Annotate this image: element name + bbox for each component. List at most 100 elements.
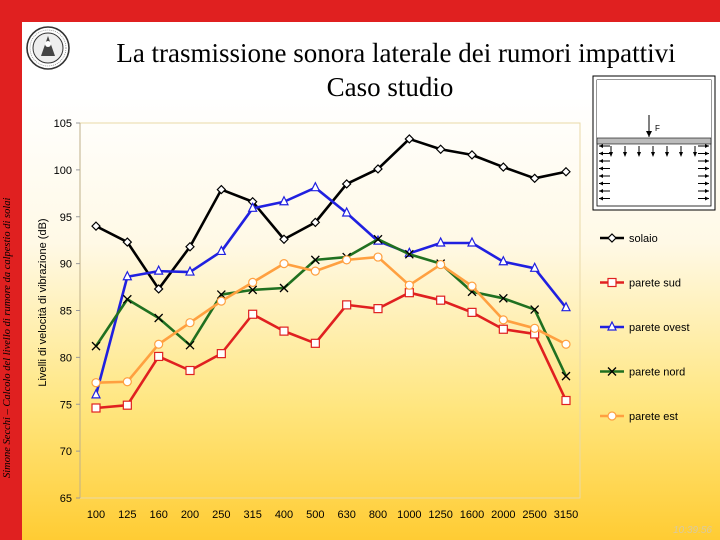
inset-arrow-head <box>651 152 655 157</box>
plot-area <box>79 122 581 499</box>
x-tick-label: 315 <box>243 509 261 521</box>
data-point <box>216 296 226 306</box>
data-point <box>436 259 446 270</box>
data-point <box>185 265 195 276</box>
x-tick-label: 160 <box>149 509 167 521</box>
data-point <box>122 377 132 387</box>
data-point <box>561 301 571 312</box>
inset-arrow-head <box>705 181 709 186</box>
inset-arrow-head <box>599 189 603 193</box>
data-point <box>279 259 289 269</box>
data-point <box>404 288 414 298</box>
inset-arrow-head <box>599 174 603 178</box>
y-tick-label: 100 <box>54 165 72 177</box>
university-seal-logo <box>24 24 72 72</box>
data-point <box>373 164 383 174</box>
data-point <box>373 252 383 262</box>
x-tick-label: 2500 <box>522 509 546 521</box>
top-frame-bar <box>22 0 720 22</box>
chart-axes: 105 100 95 90 85 80 75 70 65 100 125 160 200 250 315 40… <box>37 118 581 521</box>
data-point <box>341 206 352 217</box>
x-tick-label: 250 <box>212 509 230 521</box>
data-point <box>607 411 617 421</box>
inset-arrow-head <box>705 166 709 171</box>
data-point <box>561 339 571 349</box>
data-point <box>467 281 477 291</box>
data-point <box>153 264 164 275</box>
inset-arrow-head <box>599 196 603 201</box>
data-point <box>342 255 352 265</box>
data-point <box>279 195 289 206</box>
inset-arrow-head <box>705 144 709 148</box>
data-point <box>279 234 289 245</box>
x-tick-label: 125 <box>118 509 136 521</box>
data-point <box>561 166 571 177</box>
data-point <box>279 283 289 293</box>
chart-series <box>91 134 571 413</box>
data-point <box>498 324 508 334</box>
slide-title: La trasmissione sonora laterale dei rumo… <box>80 36 720 104</box>
data-point <box>216 349 226 359</box>
data-point <box>310 266 320 276</box>
inset-arrow-head <box>705 196 709 201</box>
data-point <box>185 318 195 328</box>
data-point <box>310 217 321 228</box>
x-tick-label: 800 <box>369 509 387 521</box>
data-point <box>185 241 195 252</box>
y-tick-label: 75 <box>60 399 72 411</box>
data-point <box>530 323 540 333</box>
x-tick-label: 500 <box>306 509 324 521</box>
data-point <box>404 134 415 144</box>
x-tick-label: 3150 <box>554 509 578 521</box>
x-tick-label: 400 <box>275 509 293 521</box>
series-line <box>95 137 567 291</box>
data-point <box>373 304 383 314</box>
data-point <box>279 326 289 336</box>
data-point <box>248 277 258 287</box>
data-point <box>122 294 132 304</box>
data-point <box>342 300 352 310</box>
y-axis-label: Livelli di velocità di vibrazione (dB) <box>37 218 49 386</box>
data-point <box>498 315 508 325</box>
inset-arrow-head <box>705 189 709 193</box>
data-point <box>467 150 477 160</box>
data-point <box>498 293 508 303</box>
inset-arrow-head <box>599 166 603 171</box>
series-line <box>95 291 568 410</box>
data-point <box>404 249 414 259</box>
data-point <box>154 351 164 362</box>
data-point <box>154 313 164 323</box>
y-tick-label: 95 <box>60 212 72 224</box>
series-line <box>94 237 568 377</box>
y-tick-label: 65 <box>60 493 72 505</box>
data-point <box>529 173 540 184</box>
legend-label: parete nord <box>629 367 685 379</box>
data-point <box>498 255 509 266</box>
chart-legend: solaio parete sud parete ovest parete nord p… <box>600 233 690 423</box>
data-point <box>607 367 617 376</box>
inset-arrow-head <box>705 174 709 178</box>
data-point <box>435 144 446 155</box>
inset-arrow-head <box>599 144 603 148</box>
data-point <box>529 261 540 272</box>
series-line <box>95 255 567 384</box>
x-tick-label: 2000 <box>491 509 515 521</box>
legend-label: parete est <box>629 411 678 423</box>
title-line-1: La trasmissione sonora laterale dei rumo… <box>116 38 676 68</box>
y-tick-label: 70 <box>60 446 72 458</box>
data-point <box>607 277 617 288</box>
legend-label: solaio <box>629 233 658 245</box>
inset-arrow-head <box>705 159 709 163</box>
data-point <box>122 400 132 410</box>
data-point <box>310 181 321 192</box>
data-point <box>91 403 101 413</box>
data-point <box>341 179 352 189</box>
data-point <box>216 184 227 195</box>
y-tick-label: 105 <box>54 118 72 130</box>
data-point <box>561 395 571 406</box>
y-tick-label: 90 <box>60 259 72 271</box>
data-point <box>248 309 258 319</box>
inset-arrow-head <box>679 152 683 157</box>
data-point <box>216 245 227 256</box>
